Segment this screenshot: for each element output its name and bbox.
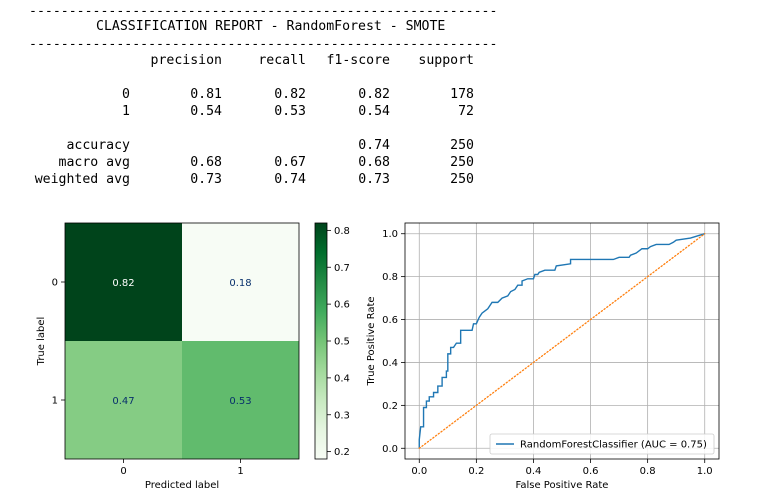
cm-cell-label: 0.18 xyxy=(229,278,251,289)
cm-x-axis-label: Predicted label xyxy=(145,480,219,491)
roc-y-tick-label: 0.4 xyxy=(382,358,398,369)
colorbar-tick-label: 0.8 xyxy=(334,226,350,237)
report-cell-f1: 0.54 xyxy=(358,104,390,119)
roc-y-tick-label: 0.8 xyxy=(382,272,398,283)
cm-cell xyxy=(65,341,182,459)
colorbar-tick-label: 0.4 xyxy=(334,373,350,384)
report-cell-support: 250 xyxy=(450,138,474,153)
colorbar-tick-label: 0.2 xyxy=(334,447,350,458)
report-cell-f1: 0.73 xyxy=(358,172,390,187)
roc-x-tick-label: 0.6 xyxy=(583,466,599,477)
report-cell-recall: 0.74 xyxy=(274,172,306,187)
colorbar: 0.2 0.3 0.4 0.5 0.6 0.7 0.8 xyxy=(314,222,350,460)
confusion-matrix: 0.82 0.18 0.47 0.53 0 1 0 1 Predicted label True … xyxy=(36,222,300,491)
roc-x-tick-label: 1.0 xyxy=(697,466,713,477)
report-cell-precision: 0.73 xyxy=(190,172,222,187)
report-row-label: 0 xyxy=(122,87,130,102)
cm-x-tick-label: 0 xyxy=(120,466,126,477)
report-cell-recall: 0.53 xyxy=(274,104,306,119)
report-cell-support: 72 xyxy=(458,104,474,119)
report-title: CLASSIFICATION REPORT - RandomForest - S… xyxy=(96,19,446,34)
cm-cell xyxy=(182,341,299,459)
report-separator-top: ----------------------------------------… xyxy=(29,4,498,19)
roc-legend-label: RandomForestClassifier (AUC = 0.75) xyxy=(520,440,707,451)
roc-x-tick-label: 0.8 xyxy=(640,466,656,477)
roc-y-tick-label: 0.2 xyxy=(382,401,398,412)
cm-y-tick-label: 1 xyxy=(52,396,58,407)
roc-y-axis-label: True Positive Rate xyxy=(366,296,377,386)
roc-x-axis-label: False Positive Rate xyxy=(516,480,609,491)
roc-frame xyxy=(404,222,720,460)
report-header-f1: f1-score xyxy=(326,53,390,68)
roc-legend xyxy=(489,433,715,455)
colorbar-gradient xyxy=(314,222,328,460)
report-header-recall: recall xyxy=(258,53,306,68)
colorbar-tick-label: 0.5 xyxy=(334,337,350,348)
cm-cell xyxy=(182,223,299,341)
cm-frame xyxy=(64,222,300,460)
report-separator-bottom: ----------------------------------------… xyxy=(29,37,498,52)
roc-y-tick-label: 1.0 xyxy=(382,229,398,240)
report-cell-f1: 0.68 xyxy=(358,155,390,170)
report-row-label: macro avg xyxy=(58,155,130,170)
report-row-label: weighted avg xyxy=(34,172,130,187)
report-cell-recall: 0.67 xyxy=(274,155,306,170)
roc-x-tick-label: 0.0 xyxy=(411,466,427,477)
cm-cell-label: 0.53 xyxy=(229,396,251,407)
report-header-support: support xyxy=(418,53,474,68)
cm-y-axis-label: True label xyxy=(36,317,47,367)
report-cell-support: 250 xyxy=(450,172,474,187)
colorbar-tick-label: 0.3 xyxy=(334,410,350,421)
colorbar-tick-label: 0.6 xyxy=(334,300,350,311)
cm-cell-label: 0.82 xyxy=(112,278,134,289)
cm-x-tick-label: 1 xyxy=(237,466,243,477)
roc-y-tick-label: 0.0 xyxy=(382,444,398,455)
report-cell-precision: 0.68 xyxy=(190,155,222,170)
report-cell-f1: 0.74 xyxy=(358,138,390,153)
roc-curve-chart: 0.0 0.0 0.2 0.2 0.4 0.4 0.6 0.6 0.8 0.8 1.0 1.0 Rand… xyxy=(366,222,720,491)
report-cell-precision: 0.54 xyxy=(190,104,222,119)
report-row-label: accuracy xyxy=(66,138,130,153)
report-cell-support: 178 xyxy=(450,87,474,102)
cm-cell xyxy=(65,223,182,341)
classification-report: ----------------------------------------… xyxy=(0,0,765,200)
report-cell-support: 250 xyxy=(450,155,474,170)
colorbar-tick-label: 0.7 xyxy=(334,263,350,274)
cm-y-tick-label: 0 xyxy=(52,278,58,289)
roc-x-tick-label: 0.4 xyxy=(526,466,542,477)
report-cell-recall: 0.82 xyxy=(274,87,306,102)
roc-series-line xyxy=(418,233,705,449)
report-cell-precision: 0.81 xyxy=(190,87,222,102)
roc-x-tick-label: 0.2 xyxy=(468,466,484,477)
roc-y-tick-label: 0.6 xyxy=(382,315,398,326)
report-cell-f1: 0.82 xyxy=(358,87,390,102)
report-row-label: 1 xyxy=(122,104,130,119)
report-header-precision: precision xyxy=(150,53,222,68)
cm-cell-label: 0.47 xyxy=(112,396,134,407)
chance-diagonal-line xyxy=(418,233,706,449)
